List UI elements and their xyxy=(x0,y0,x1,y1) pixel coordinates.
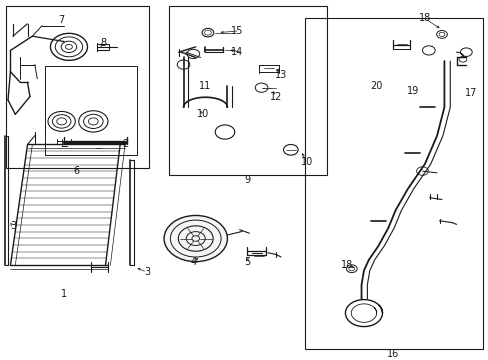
Bar xyxy=(305,18,483,348)
Text: 19: 19 xyxy=(406,86,418,96)
Text: 20: 20 xyxy=(369,81,382,91)
Text: 1: 1 xyxy=(61,289,67,298)
Circle shape xyxy=(163,216,227,262)
Text: 17: 17 xyxy=(464,88,476,98)
Text: 18: 18 xyxy=(418,13,430,23)
Text: 15: 15 xyxy=(230,26,243,36)
Text: 18: 18 xyxy=(340,260,352,270)
Text: 4: 4 xyxy=(190,257,196,267)
Text: 2: 2 xyxy=(122,139,128,149)
Text: 5: 5 xyxy=(244,257,249,267)
Text: 6: 6 xyxy=(73,166,79,176)
Text: 10: 10 xyxy=(300,157,312,167)
Bar xyxy=(5,6,149,167)
Text: 3: 3 xyxy=(143,267,150,277)
Text: 12: 12 xyxy=(269,91,282,102)
Text: 8: 8 xyxy=(100,38,106,48)
Bar xyxy=(44,66,137,155)
Text: 11: 11 xyxy=(199,81,211,91)
Bar xyxy=(168,6,327,175)
Text: 7: 7 xyxy=(59,15,64,25)
Text: 16: 16 xyxy=(386,349,399,359)
Text: 14: 14 xyxy=(231,47,243,57)
Text: 13: 13 xyxy=(274,70,286,80)
Text: 9: 9 xyxy=(244,175,249,185)
Text: 10: 10 xyxy=(197,109,209,119)
Text: 3: 3 xyxy=(10,221,16,231)
